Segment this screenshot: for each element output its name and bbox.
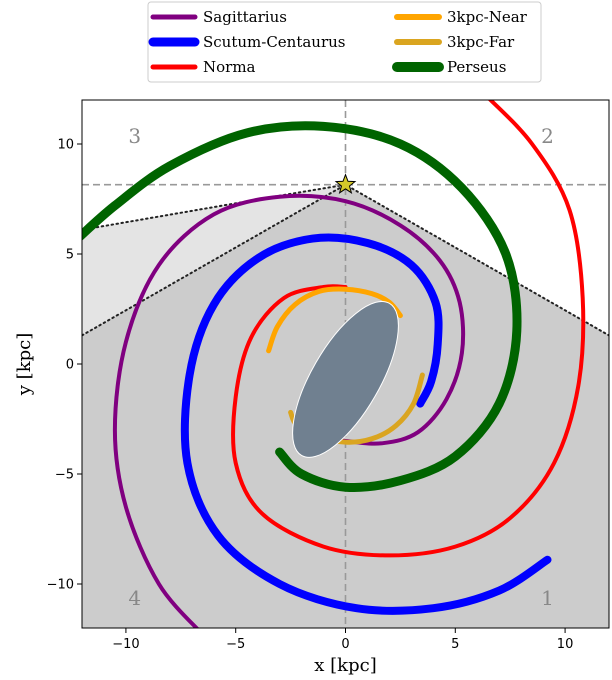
x-tick-label: 5 [451,637,459,652]
legend-label: Norma [203,58,256,76]
x-axis-label: x [kpc] [314,655,376,676]
y-tick-label: −5 [55,468,74,483]
y-tick-label: 5 [66,248,74,263]
legend-label: Sagittarius [203,8,287,26]
series-line-scutum-centaurus [180,233,552,615]
y-axis-label: y [kpc] [14,333,35,396]
sun-star-icon [334,173,357,194]
x-tick-label: 10 [557,637,574,652]
series-line-norma [231,100,586,558]
legend-label: Scutum-Centaurus [203,33,346,51]
plot-area: 1 2 3 4 [82,100,609,628]
series-line-perseus [82,121,522,492]
series-line-3kpc-near [266,286,403,354]
axis-ticks: −10 −5 0 5 10 −10 −5 0 5 10 [47,138,574,653]
x-tick-label: 0 [341,637,349,652]
y-tick-label: −10 [47,578,74,593]
series-line-sagittarius [112,193,466,628]
x-tick-label: −5 [226,637,245,652]
legend-label: Perseus [447,58,506,76]
dotted-boundary-line [82,183,609,337]
legend-label: 3kpc-Near [447,8,528,26]
y-tick-label: 0 [66,358,74,373]
legend: Sagittarius Scutum-Centaurus Norma 3kpc-Nea… [147,1,542,83]
quadrant-label: 1 [541,586,554,610]
legend-label: 3kpc-Far [447,33,515,51]
y-tick-label: 10 [57,138,74,153]
x-tick-label: −10 [112,637,139,652]
galactic-bar [292,300,399,458]
quadrant-label: 3 [128,124,141,148]
quadrant-label: 2 [541,124,554,148]
dotted-boundary-line [82,183,347,337]
quadrant-label: 4 [128,586,141,610]
legend-box [147,1,542,83]
